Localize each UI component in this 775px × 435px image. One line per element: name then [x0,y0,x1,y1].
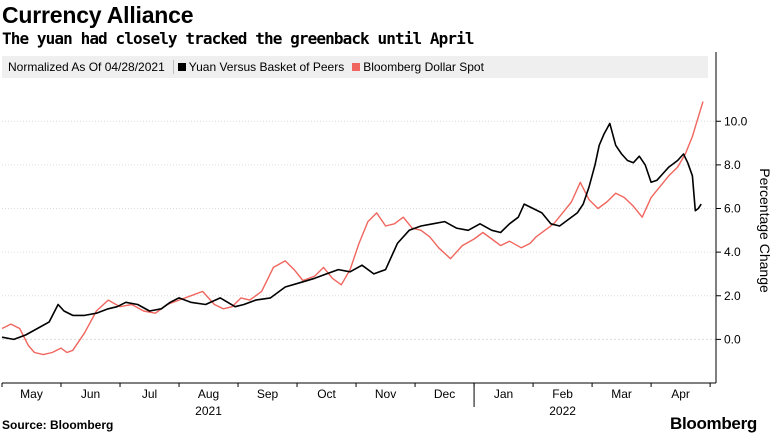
x-tick-label: May [20,387,43,401]
x-tick-label: Feb [552,387,573,401]
x-tick-label: Jun [81,387,100,401]
legend-entry-dollar: Bloomberg Dollar Spot [352,60,484,74]
x-year-label: 2022 [549,404,576,418]
y-tick-label: 8.0 [724,158,741,172]
y-tick-label: 6.0 [724,202,741,216]
x-tick-label: Jul [142,387,157,401]
x-tick-label: Sep [257,387,279,401]
legend-swatch-yuan [177,63,186,71]
legend-label-yuan: Yuan Versus Basket of Peers [188,60,345,74]
x-tick-label: Nov [375,387,396,401]
legend-entry-yuan: Yuan Versus Basket of Peers [177,60,345,74]
series-line-yuan [1,122,702,341]
x-tick-label: Aug [198,387,219,401]
x-tick-label: Dec [434,387,455,401]
legend-swatch-dollar [352,63,361,71]
x-tick-label: Apr [671,387,690,401]
y-tick-label: 4.0 [724,245,741,259]
source-note: Source: Bloomberg [2,418,114,432]
y-tick-label: 0.0 [724,332,741,346]
chart-title: Currency Alliance [2,2,194,28]
x-tick-label: Oct [317,387,336,401]
bloomberg-logo: Bloomberg [669,414,757,433]
chart-subtitle: The yuan had closely tracked the greenba… [2,29,474,48]
y-tick-label: 2.0 [724,289,741,303]
y-tick-label: 10.0 [724,114,748,128]
x-tick-label: Jan [494,387,513,401]
legend-label-dollar: Bloomberg Dollar Spot [363,60,484,74]
legend-separator [172,60,174,74]
legend-bar: Normalized As Of 04/28/2021 Yuan Versus … [2,56,708,78]
x-year-label: 2021 [195,404,222,418]
x-tick-label: Mar [611,387,632,401]
y-axis-title: Percentage Change [757,168,773,293]
series-line-dollar [1,101,704,356]
legend-normalization-note: Normalized As Of 04/28/2021 [8,60,165,74]
